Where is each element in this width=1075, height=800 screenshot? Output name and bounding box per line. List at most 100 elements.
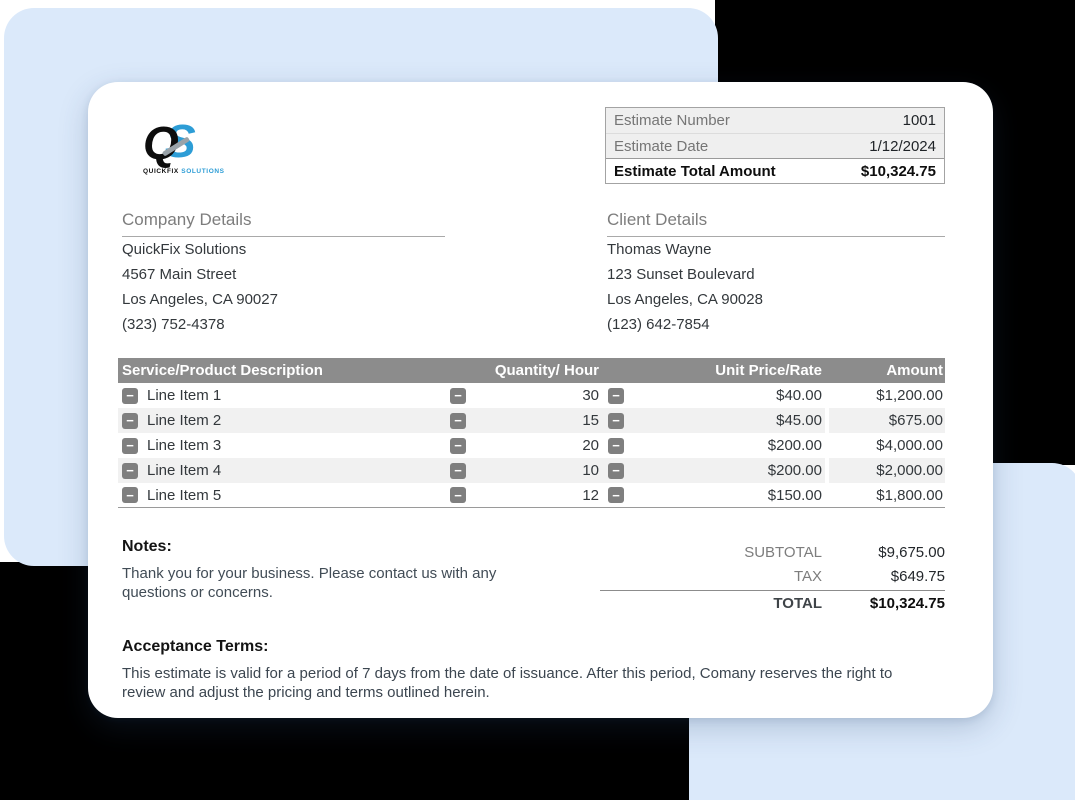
line-item-amount: $4,000.00 [876,437,943,454]
estimate-number-value: 1001 [902,112,936,129]
line-item-quantity: 12 [582,486,599,504]
unit-price-minus-button[interactable]: − [608,462,624,479]
header-quantity: Quantity/ Hour [494,362,599,379]
notes-section: Notes: Thank you for your business. Plea… [122,538,534,602]
acceptance-terms-section: Acceptance Terms: This estimate is valid… [122,638,924,702]
line-item-description: Line Item 5 [147,486,222,504]
amount-cell: $675.00 [825,408,945,433]
company-phone: (323) 752-4378 [122,316,225,333]
quantity-cell: − 10 [445,458,602,483]
table-row: − Line Item 3 − 20 − $200.00 $4,000.00 [118,433,945,458]
quantity-minus-button[interactable]: − [450,387,466,404]
subtotal-row: SUBTOTAL $9,675.00 [600,540,945,564]
amount-cell: $2,000.00 [825,458,945,483]
quantity-cell: − 20 [445,433,602,458]
unit-price-cell: − $150.00 [602,483,825,507]
unit-price-minus-button[interactable]: − [608,412,624,429]
line-item-unit-price: $150.00 [767,486,822,504]
table-row: − Line Item 4 − 10 − $200.00 $2,000.00 [118,458,945,483]
remove-row-minus-button[interactable]: − [122,412,138,429]
quantity-minus-button[interactable]: − [450,487,466,503]
description-cell: − Line Item 2 [118,408,445,433]
notes-body: Thank you for your business. Please cont… [122,565,497,601]
line-item-description: Line Item 4 [147,462,222,479]
table-row: − Line Item 1 − 30 − $40.00 $1,200.00 [118,383,945,408]
amount-cell: $1,200.00 [825,383,945,408]
acceptance-terms-body: This estimate is valid for a period of 7… [122,665,893,701]
line-item-unit-price: $45.00 [776,412,822,429]
remove-row-minus-button[interactable]: − [122,487,138,503]
line-item-unit-price: $40.00 [776,387,822,404]
tax-label: TAX [793,567,822,585]
estimate-total-label: Estimate Total Amount [614,162,776,180]
quantity-cell: − 30 [445,383,602,408]
client-street: 123 Sunset Boulevard [607,266,755,283]
subtotal-value: $9,675.00 [878,543,945,561]
company-details-section: Company Details QuickFix Solutions 4567 … [122,210,445,337]
description-cell: − Line Item 4 [118,458,445,483]
estimate-date-value: 1/12/2024 [869,137,936,155]
remove-row-minus-button[interactable]: − [122,437,138,454]
subtotal-label: SUBTOTAL [744,543,822,561]
company-logo: S Q QUICKFIX SOLUTIONS [143,117,263,180]
line-item-amount: $675.00 [888,412,943,429]
line-item-quantity: 15 [582,412,599,429]
total-row: TOTAL $10,324.75 [600,590,945,614]
description-cell: − Line Item 3 [118,433,445,458]
tax-row: TAX $649.75 [600,564,945,588]
line-items-table: Service/Product Description Quantity/ Ho… [118,358,945,508]
company-street: 4567 Main Street [122,266,237,283]
estimate-number-label: Estimate Number [614,112,730,129]
amount-cell: $1,800.00 [825,483,945,507]
header-unit-price: Unit Price/Rate [715,362,822,379]
client-phone: (123) 642-7854 [607,316,710,333]
client-details-heading: Client Details [607,210,945,237]
line-item-amount: $1,800.00 [876,486,943,504]
line-item-description: Line Item 2 [147,412,222,429]
unit-price-cell: − $200.00 [602,433,825,458]
total-value: $10,324.75 [869,595,945,612]
estimate-total-row: Estimate Total Amount $10,324.75 [606,158,944,183]
logo-letters: S Q [143,117,263,169]
unit-price-cell: − $40.00 [602,383,825,408]
quantity-cell: − 15 [445,408,602,433]
tax-value: $649.75 [890,567,945,585]
remove-row-minus-button[interactable]: − [122,462,138,479]
line-item-quantity: 20 [582,437,599,454]
company-name: QuickFix Solutions [122,241,247,258]
description-cell: − Line Item 5 [118,483,445,507]
table-row: − Line Item 5 − 12 − $150.00 $1,800.00 [118,483,945,508]
total-label: TOTAL [773,595,822,612]
line-item-amount: $2,000.00 [876,462,943,479]
description-cell: − Line Item 1 [118,383,445,408]
header-description: Service/Product Description [122,362,323,379]
quantity-minus-button[interactable]: − [450,462,466,479]
client-details-section: Client Details Thomas Wayne 123 Sunset B… [607,210,945,337]
client-name: Thomas Wayne [607,241,712,258]
unit-price-minus-button[interactable]: − [608,387,624,404]
logo-caption-solutions: SOLUTIONS [181,168,225,175]
unit-price-minus-button[interactable]: − [608,487,624,503]
remove-row-minus-button[interactable]: − [122,387,138,404]
logo-letter-q: Q [143,117,179,169]
estimate-number-row: Estimate Number 1001 [606,108,944,133]
quantity-minus-button[interactable]: − [450,412,466,429]
client-city: Los Angeles, CA 90028 [607,291,763,308]
line-item-quantity: 10 [582,462,599,479]
table-row: − Line Item 2 − 15 − $45.00 $675.00 [118,408,945,433]
unit-price-cell: − $200.00 [602,458,825,483]
table-header-row: Service/Product Description Quantity/ Ho… [118,358,945,383]
amount-cell: $4,000.00 [825,433,945,458]
acceptance-terms-heading: Acceptance Terms: [122,638,269,655]
quantity-minus-button[interactable]: − [450,437,466,454]
line-item-quantity: 30 [582,387,599,404]
estimate-date-row: Estimate Date 1/12/2024 [606,133,944,158]
logo-caption-quickfix: QUICKFIX [143,168,179,175]
company-city: Los Angeles, CA 90027 [122,291,278,308]
estimate-date-label: Estimate Date [614,137,709,155]
notes-heading: Notes: [122,538,172,555]
line-item-description: Line Item 1 [147,387,222,404]
unit-price-minus-button[interactable]: − [608,437,624,454]
header-amount: Amount [886,362,943,379]
